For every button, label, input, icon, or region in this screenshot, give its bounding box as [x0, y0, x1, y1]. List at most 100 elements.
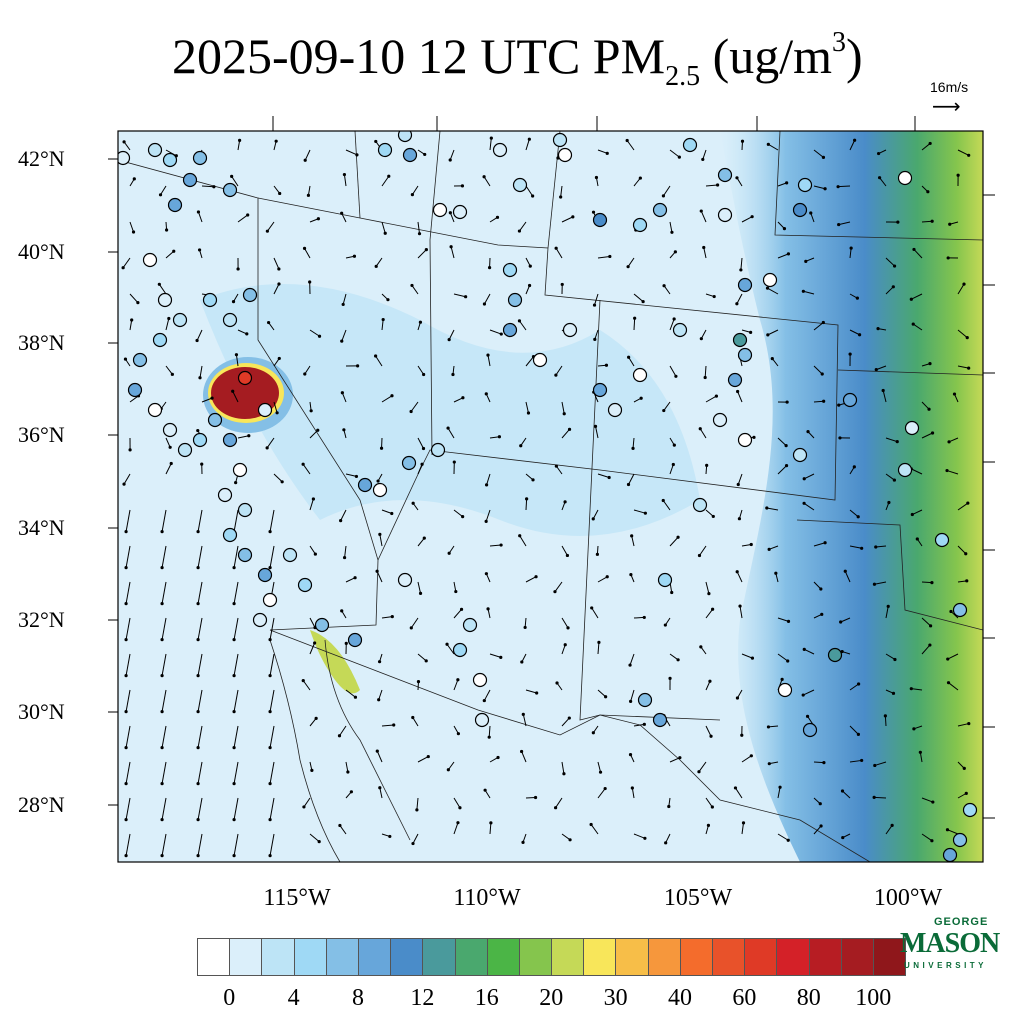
wind-arrow — [343, 174, 347, 187]
wind-arrow — [561, 644, 566, 655]
station-marker — [192, 432, 208, 448]
wind-arrow-head — [521, 840, 525, 844]
wind-arrow-head — [311, 497, 315, 501]
colorbar-label: 4 — [287, 985, 300, 1011]
wind-arrow-head — [484, 483, 489, 487]
wind-arrow-head — [766, 333, 770, 337]
wind-arrow-head — [965, 579, 969, 583]
wind-arrow-head — [774, 571, 778, 575]
wind-arrow-head — [567, 716, 571, 720]
colorbar-label: 0 — [223, 985, 236, 1011]
wind-arrow-head — [232, 602, 236, 606]
wind-arrow-head — [839, 620, 843, 624]
station-marker — [157, 292, 173, 308]
wind-arrow — [123, 473, 131, 485]
reference-vector-label: 16m/s — [930, 79, 969, 95]
wind-arrow-head — [124, 602, 128, 606]
wind-arrow — [813, 542, 826, 547]
wind-arrow-head — [124, 854, 128, 858]
colorbar-box — [198, 939, 231, 975]
wind-arrow-head — [268, 854, 272, 858]
wind-arrow — [741, 216, 753, 223]
wind-arrow-head — [802, 501, 806, 505]
wind-arrow — [597, 689, 606, 698]
wind-arrow-head — [306, 193, 311, 197]
logo-top: GEORGE — [934, 916, 989, 928]
wind-arrow-head — [752, 435, 756, 439]
wind-arrow — [161, 545, 167, 568]
wind-arrow — [705, 184, 718, 187]
wind-arrow-head — [593, 337, 597, 341]
wind-arrow — [669, 149, 680, 158]
station-marker — [237, 370, 253, 386]
wind-arrow-head — [930, 839, 934, 843]
wind-arrow-head — [197, 248, 202, 252]
wind-arrow-head — [340, 391, 344, 395]
wind-arrow-head — [702, 245, 706, 250]
wind-arrow-head — [277, 267, 281, 271]
wind-arrow-head — [212, 185, 216, 189]
wind-arrow-head — [883, 714, 887, 718]
wind-arrow — [703, 247, 707, 259]
wind-arrow-head — [946, 256, 950, 260]
wind-arrow — [521, 751, 527, 763]
wind-arrow-head — [631, 446, 635, 450]
wind-arrow-head — [698, 427, 702, 431]
wind-arrow — [522, 714, 527, 727]
station-marker — [222, 432, 238, 448]
wind-arrow — [486, 473, 491, 485]
wind-arrow — [483, 293, 491, 305]
wind-arrow — [879, 177, 887, 187]
wind-arrow — [597, 642, 600, 655]
wind-arrow — [669, 318, 675, 331]
wind-arrow-head — [786, 838, 790, 842]
colorbar-box — [584, 939, 617, 975]
wind-arrow — [838, 221, 851, 226]
wind-arrow-head — [566, 626, 570, 630]
station-marker — [797, 177, 813, 193]
wind-arrow — [849, 759, 862, 763]
wind-arrow — [453, 679, 459, 691]
wind-arrow-head — [123, 357, 128, 361]
station-marker — [472, 672, 488, 688]
wind-arrow-head — [767, 547, 771, 551]
wind-arrow — [273, 257, 280, 270]
wind-arrow-head — [853, 138, 857, 142]
wind-arrow-head — [377, 698, 381, 702]
wind-arrow-head — [778, 785, 782, 789]
colorbar-box — [326, 939, 359, 975]
wind-arrow-head — [160, 638, 164, 642]
wind-arrow-head — [426, 754, 430, 759]
wind-arrow-head — [909, 687, 913, 691]
wind-arrow-head — [667, 804, 671, 809]
wind-arrow-head — [740, 139, 745, 143]
wind-arrow-head — [301, 462, 305, 466]
station-marker — [314, 617, 330, 633]
wind-arrow-head — [124, 530, 128, 534]
wind-arrow-head — [714, 394, 719, 398]
wind-arrow — [948, 437, 959, 443]
wind-arrow — [525, 185, 534, 197]
wind-arrow-head — [122, 140, 126, 144]
wind-arrow — [525, 576, 537, 583]
wind-arrow — [921, 644, 931, 655]
wind-arrow — [309, 545, 316, 555]
wind-arrow — [665, 833, 671, 844]
wind-arrow-head — [948, 222, 952, 226]
wind-arrow-head — [563, 500, 567, 504]
wind-arrow — [849, 509, 859, 518]
wind-arrow-head — [268, 782, 272, 786]
wind-arrow — [161, 797, 167, 820]
wind-arrow — [560, 185, 563, 198]
wind-arrow-head — [662, 408, 666, 413]
wind-arrow-head — [374, 354, 378, 358]
station-marker — [452, 642, 468, 658]
wind-arrow-head — [886, 604, 890, 608]
wind-arrow — [309, 329, 320, 337]
wind-arrow — [597, 149, 608, 154]
wind-arrow — [381, 724, 394, 727]
wind-arrow-head — [749, 754, 753, 758]
wind-arrow — [129, 319, 133, 331]
station-marker — [737, 432, 753, 448]
